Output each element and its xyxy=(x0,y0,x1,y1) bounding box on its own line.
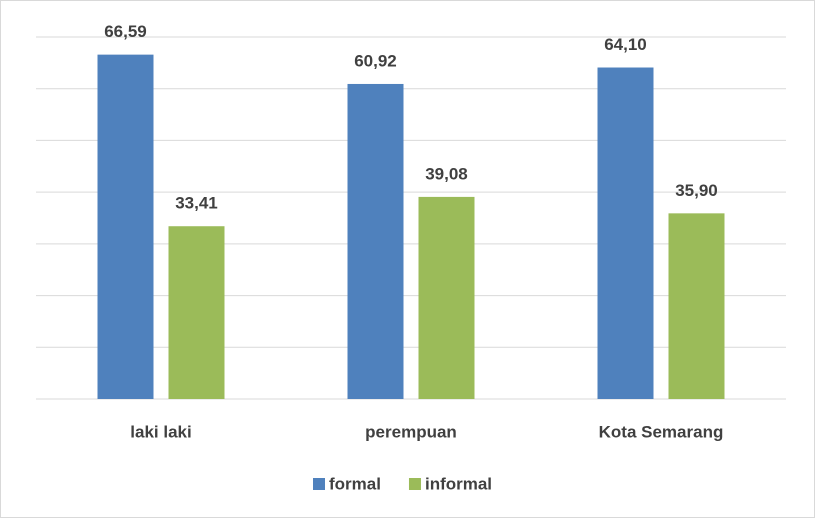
data-label: 60,92 xyxy=(354,51,397,70)
legend-swatch xyxy=(313,478,325,490)
bar xyxy=(597,67,654,400)
x-tick-label: perempuan xyxy=(365,422,457,441)
x-tick-label: laki laki xyxy=(130,422,191,441)
legend-label: informal xyxy=(425,474,492,493)
bar xyxy=(418,196,475,399)
data-label: 35,90 xyxy=(675,181,718,200)
data-label: 39,08 xyxy=(425,164,468,183)
x-tick-label: Kota Semarang xyxy=(599,422,724,441)
legend-label: formal xyxy=(329,474,381,493)
bar xyxy=(347,83,404,399)
bar xyxy=(97,54,154,399)
data-label: 64,10 xyxy=(604,35,647,54)
legend-swatch xyxy=(408,478,421,490)
bar xyxy=(668,213,725,399)
data-label: 66,59 xyxy=(104,22,147,41)
bar xyxy=(168,226,225,399)
data-label: 33,41 xyxy=(175,194,218,213)
